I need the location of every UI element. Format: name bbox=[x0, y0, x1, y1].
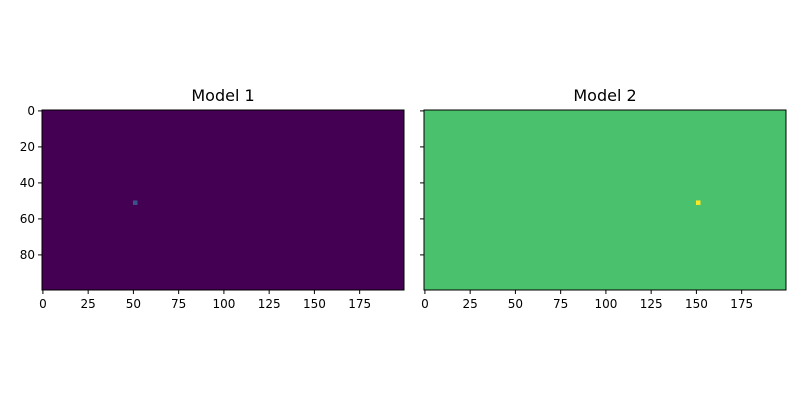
heatmap-image bbox=[42, 110, 404, 290]
heatmap-image bbox=[424, 110, 786, 290]
x-tick-label: 50 bbox=[508, 297, 523, 311]
x-tick-label: 125 bbox=[640, 297, 663, 311]
x-tick-label: 125 bbox=[258, 297, 281, 311]
y-tick-label: 80 bbox=[20, 248, 35, 262]
x-tick-label: 100 bbox=[212, 297, 235, 311]
chart-title: Model 1 bbox=[191, 86, 254, 105]
y-tick-label: 20 bbox=[20, 140, 35, 154]
x-tick-label: 175 bbox=[348, 297, 371, 311]
axes-frame bbox=[41, 109, 405, 291]
y-tick-label: 40 bbox=[20, 176, 35, 190]
highlight-cell bbox=[695, 200, 701, 205]
heatmap-panel-model-1: 0 25 50 75 100 125 150 175 0 20 40 60 80 Model 1 bbox=[20, 86, 405, 311]
highlight-cell bbox=[132, 200, 138, 205]
x-tick-label: 0 bbox=[39, 297, 47, 311]
x-tick-label: 150 bbox=[685, 297, 708, 311]
x-tick-label: 25 bbox=[81, 297, 96, 311]
y-tick-label: 60 bbox=[20, 212, 35, 226]
x-tick-label: 25 bbox=[463, 297, 478, 311]
x-tick-label: 175 bbox=[730, 297, 753, 311]
x-tick-label: 150 bbox=[303, 297, 326, 311]
chart-title: Model 2 bbox=[573, 86, 636, 105]
y-tick-label: 0 bbox=[27, 104, 35, 118]
x-tick-label: 75 bbox=[553, 297, 568, 311]
x-tick-label: 0 bbox=[421, 297, 429, 311]
axes-frame bbox=[423, 109, 787, 291]
x-tick-label: 100 bbox=[594, 297, 617, 311]
heatmap-panel-model-2: 0 25 50 75 100 125 150 175 Model 2 bbox=[420, 86, 787, 311]
x-tick-label: 75 bbox=[171, 297, 186, 311]
x-tick-label: 50 bbox=[126, 297, 141, 311]
